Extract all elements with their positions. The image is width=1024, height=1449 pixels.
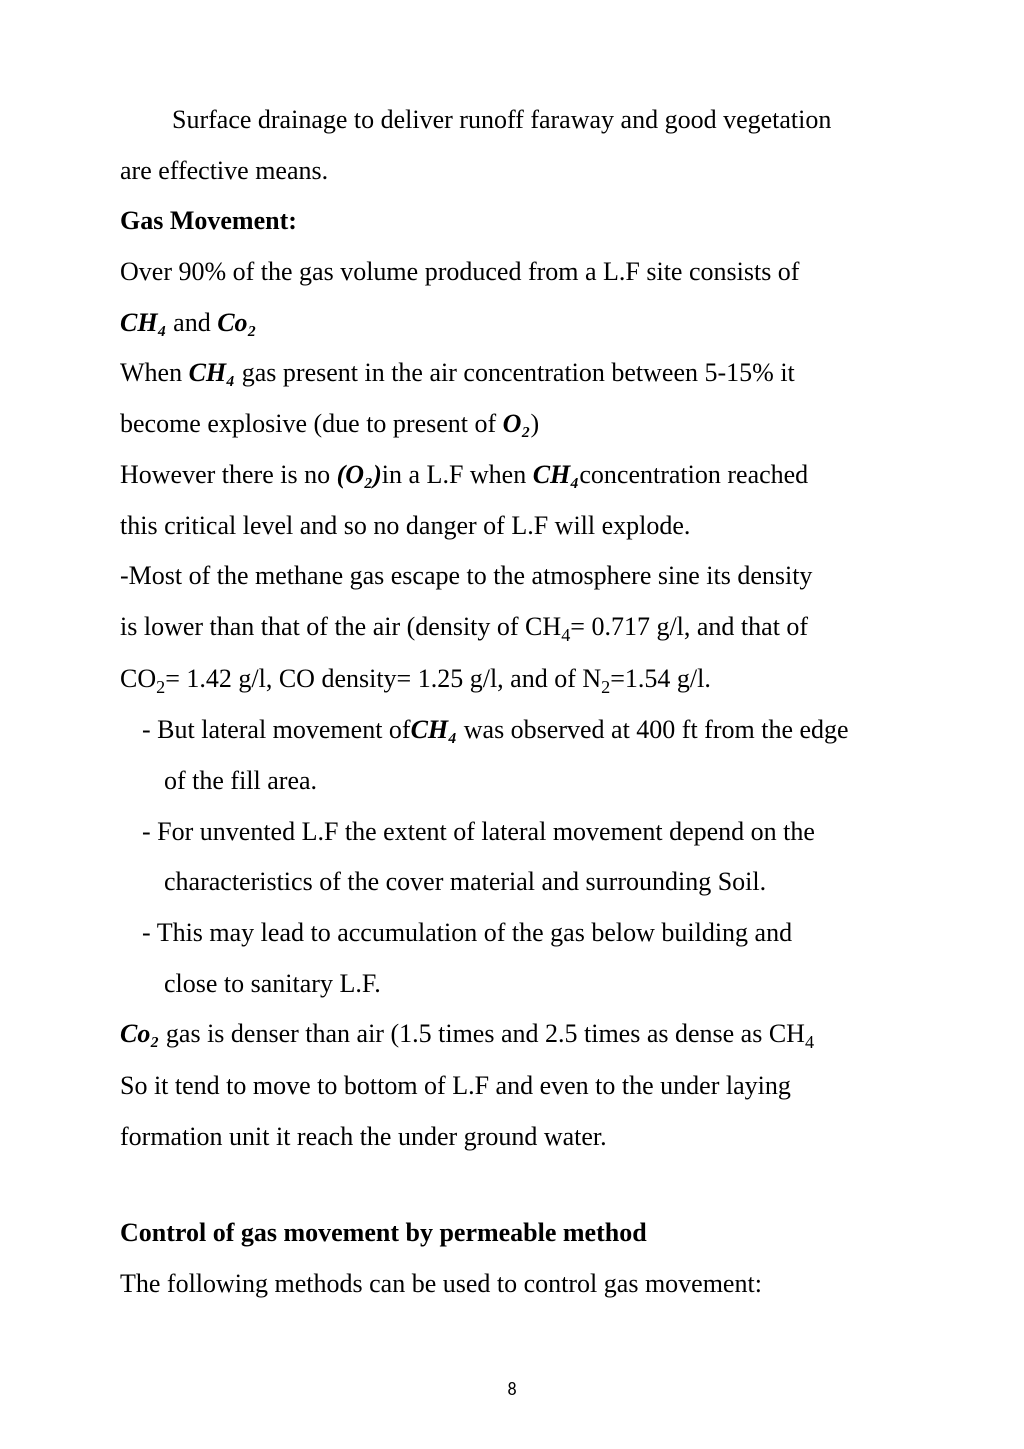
formula-ch4: CH₄ [120, 308, 167, 337]
para-methane-2: is lower than that of the air (density o… [120, 602, 904, 654]
text-and: and [167, 308, 218, 337]
formula-o2-paren: (O₂) [337, 460, 382, 489]
list-item-3-line1: - This may lead to accumulation of the g… [126, 908, 904, 959]
list-item-1-line2: of the fill area. [120, 756, 904, 807]
para-methane-3: CO2= 1.42 g/l, CO density= 1.25 g/l, and… [120, 654, 904, 706]
para-however-1: However there is no (O₂)in a L.F when CH… [120, 450, 904, 501]
formula-ch4-b: CH₄ [189, 358, 236, 387]
para-when-ch4-1: When CH₄ gas present in the air concentr… [120, 348, 904, 399]
para-following-methods: The following methods can be used to con… [120, 1259, 904, 1310]
list-item-3-line2: close to sanitary L.F. [120, 959, 904, 1010]
para-co2-dense-3: formation unit it reach the under ground… [120, 1112, 904, 1163]
para-co2-dense-1: Co₂ gas is denser than air (1.5 times an… [120, 1009, 904, 1061]
para-ch4-and-co2: CH₄ and Co₂ [120, 298, 904, 349]
para-however-2: this critical level and so no danger of … [120, 501, 904, 552]
para-surface-drainage-1: Surface drainage to deliver runoff faraw… [120, 95, 904, 146]
list-item-2-line2: characteristics of the cover material an… [120, 857, 904, 908]
subscript-4b: 4 [805, 1033, 814, 1053]
para-methane-1: -Most of the methane gas escape to the a… [120, 551, 904, 602]
subscript-4: 4 [561, 625, 570, 645]
formula-co2: Co₂ [217, 308, 256, 337]
formula-ch4-c: CH₄ [533, 460, 580, 489]
subscript-2a: 2 [156, 677, 165, 697]
list-item-2-line1: - For unvented L.F the extent of lateral… [126, 807, 904, 858]
para-surface-drainage-2: are effective means. [120, 146, 904, 197]
para-when-ch4-2: become explosive (due to present of O₂) [120, 399, 904, 450]
list-item-1-line1: - But lateral movement ofCH₄ was observe… [126, 705, 904, 756]
heading-gas-movement: Gas Movement: [120, 196, 904, 247]
spacer [120, 1162, 904, 1208]
para-co2-dense-2: So it tend to move to bottom of L.F and … [120, 1061, 904, 1112]
subscript-2b: 2 [601, 677, 610, 697]
formula-co2-b: Co₂ [120, 1019, 159, 1048]
para-over-90: Over 90% of the gas volume produced from… [120, 247, 904, 298]
heading-control-gas: Control of gas movement by permeable met… [120, 1208, 904, 1259]
page-container: Surface drainage to deliver runoff faraw… [0, 0, 1024, 1449]
formula-ch4-d: CH₄ [411, 715, 458, 744]
page-number: 8 [0, 1372, 1024, 1407]
formula-o2: O₂ [503, 409, 531, 438]
